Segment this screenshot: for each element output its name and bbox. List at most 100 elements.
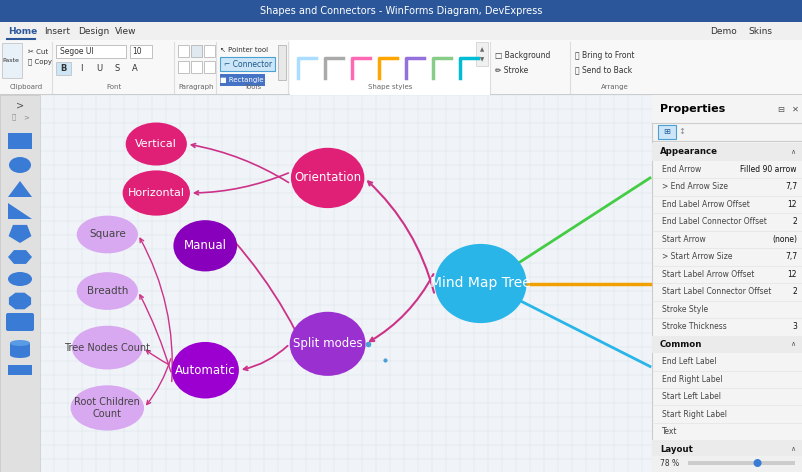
FancyBboxPatch shape bbox=[6, 313, 34, 331]
Bar bbox=[56, 45, 126, 58]
Bar bbox=[2, 43, 22, 78]
Text: Tree Nodes Count: Tree Nodes Count bbox=[64, 343, 150, 353]
Text: View: View bbox=[115, 26, 136, 35]
Text: ✂ Cut: ✂ Cut bbox=[28, 49, 48, 55]
Bar bbox=[0, 95, 40, 472]
Text: Stroke Style: Stroke Style bbox=[661, 305, 707, 314]
Bar bbox=[220, 57, 274, 71]
Ellipse shape bbox=[126, 123, 187, 166]
Text: Text: Text bbox=[661, 427, 677, 436]
Bar bbox=[657, 125, 675, 139]
Text: >: > bbox=[23, 114, 29, 120]
FancyArrowPatch shape bbox=[146, 350, 169, 365]
Ellipse shape bbox=[8, 272, 32, 286]
Text: ↕: ↕ bbox=[678, 127, 685, 136]
Text: 2: 2 bbox=[792, 217, 796, 226]
FancyArrowPatch shape bbox=[140, 295, 171, 372]
Bar bbox=[651, 440, 802, 458]
Text: ⬛ Bring to Front: ⬛ Bring to Front bbox=[574, 51, 634, 59]
Bar bbox=[130, 45, 152, 58]
Text: ⬛ Send to Back: ⬛ Send to Back bbox=[574, 66, 631, 75]
Text: ∧: ∧ bbox=[789, 446, 794, 452]
Bar bbox=[651, 456, 802, 472]
Bar bbox=[8, 133, 32, 149]
Text: Arrange: Arrange bbox=[601, 84, 628, 90]
Bar bbox=[0, 22, 802, 40]
Ellipse shape bbox=[290, 312, 365, 376]
FancyArrowPatch shape bbox=[147, 359, 171, 405]
Text: Vertical: Vertical bbox=[136, 139, 177, 149]
Text: End Right Label: End Right Label bbox=[661, 375, 722, 384]
FancyArrowPatch shape bbox=[367, 181, 434, 293]
FancyArrowPatch shape bbox=[370, 274, 433, 341]
Text: Layout: Layout bbox=[659, 445, 692, 454]
FancyArrowPatch shape bbox=[243, 346, 287, 371]
Text: End Left Label: End Left Label bbox=[661, 357, 715, 366]
Text: Mind Map Tree: Mind Map Tree bbox=[430, 277, 530, 290]
Text: > Start Arrow Size: > Start Arrow Size bbox=[661, 252, 731, 261]
Text: Appearance: Appearance bbox=[659, 147, 717, 156]
Polygon shape bbox=[8, 250, 32, 264]
Bar bbox=[687, 461, 794, 465]
Text: Filled 90 arrow: Filled 90 arrow bbox=[739, 165, 796, 174]
Polygon shape bbox=[9, 225, 31, 243]
Bar bbox=[0, 40, 802, 95]
Text: Shapes and Connectors - WinForms Diagram, DevExpress: Shapes and Connectors - WinForms Diagram… bbox=[260, 6, 542, 16]
FancyArrowPatch shape bbox=[218, 224, 315, 373]
Text: Design: Design bbox=[78, 26, 109, 35]
Ellipse shape bbox=[752, 459, 760, 467]
Text: Orientation: Orientation bbox=[294, 171, 361, 185]
Text: Start Label Arrow Offset: Start Label Arrow Offset bbox=[661, 270, 753, 279]
Text: 3: 3 bbox=[791, 322, 796, 331]
Text: End Label Connector Offset: End Label Connector Offset bbox=[661, 217, 766, 226]
Text: Tools: Tools bbox=[244, 84, 261, 90]
Text: ■ Rectangle: ■ Rectangle bbox=[220, 77, 263, 83]
Text: S: S bbox=[114, 64, 119, 73]
Text: Square: Square bbox=[89, 229, 126, 239]
Text: ∧: ∧ bbox=[789, 149, 794, 155]
Bar bbox=[290, 40, 489, 95]
Text: Font: Font bbox=[106, 84, 121, 90]
Ellipse shape bbox=[172, 342, 239, 398]
Ellipse shape bbox=[77, 216, 138, 253]
Ellipse shape bbox=[290, 148, 364, 208]
Text: ⊞: ⊞ bbox=[662, 127, 670, 136]
Text: ⎘ Copy: ⎘ Copy bbox=[28, 59, 52, 65]
Ellipse shape bbox=[77, 272, 138, 310]
Text: 7,7: 7,7 bbox=[784, 252, 796, 261]
Bar bbox=[56, 62, 71, 75]
Text: > End Arrow Size: > End Arrow Size bbox=[661, 182, 727, 191]
Ellipse shape bbox=[173, 220, 237, 271]
Text: B: B bbox=[59, 64, 66, 73]
Polygon shape bbox=[8, 181, 32, 197]
Text: U: U bbox=[95, 64, 102, 73]
Text: ⌐ Connector: ⌐ Connector bbox=[224, 59, 272, 68]
Bar bbox=[204, 45, 215, 57]
Text: ∧: ∧ bbox=[789, 341, 794, 347]
Text: Stroke Thickness: Stroke Thickness bbox=[661, 322, 726, 331]
Ellipse shape bbox=[10, 352, 30, 358]
Bar bbox=[191, 45, 202, 57]
Ellipse shape bbox=[123, 170, 190, 216]
Bar bbox=[110, 62, 125, 75]
Bar bbox=[277, 45, 286, 80]
Text: Split modes: Split modes bbox=[293, 337, 362, 350]
Text: Common: Common bbox=[659, 340, 702, 349]
Ellipse shape bbox=[71, 385, 144, 430]
Text: 2: 2 bbox=[792, 287, 796, 296]
Bar bbox=[651, 143, 802, 160]
Ellipse shape bbox=[71, 326, 143, 370]
Text: A: A bbox=[132, 64, 138, 73]
Text: Start Left Label: Start Left Label bbox=[661, 392, 720, 401]
Ellipse shape bbox=[434, 244, 526, 323]
Bar bbox=[40, 95, 651, 472]
Polygon shape bbox=[9, 293, 31, 309]
Bar bbox=[178, 61, 188, 73]
Bar bbox=[92, 62, 107, 75]
FancyArrowPatch shape bbox=[140, 238, 172, 381]
Text: ▼: ▼ bbox=[480, 58, 484, 62]
Text: Start Label Connector Offset: Start Label Connector Offset bbox=[661, 287, 771, 296]
Text: Horizontal: Horizontal bbox=[128, 188, 184, 198]
Text: □ Background: □ Background bbox=[494, 51, 549, 59]
Ellipse shape bbox=[10, 340, 30, 346]
